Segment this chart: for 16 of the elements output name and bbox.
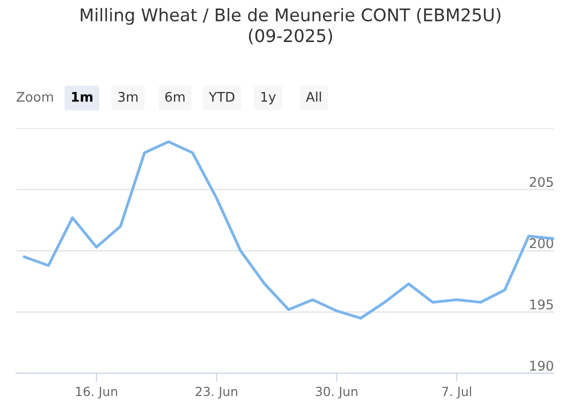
text: All	[306, 92, 321, 102]
y-tick-label: 205	[530, 177, 553, 187]
text: 1m	[72, 92, 92, 102]
chart-title: Milling Wheat / Ble de Meunerie CONT (EBM25U) (09-2025)	[80, 8, 500, 44]
text: 3m	[118, 92, 138, 102]
y-tick-label: 190	[530, 360, 554, 371]
x-tick-label: 16. Jun	[76, 386, 118, 398]
text: 1y	[261, 92, 276, 104]
x-tick-label: 7. Jul	[442, 386, 472, 398]
x-tick-label: 30. Jun	[316, 386, 358, 398]
x-tick-label: 23. Jun	[196, 386, 238, 398]
text: Zoom	[16, 92, 53, 102]
y-tick-label: 200	[530, 238, 554, 248]
text: YTD	[208, 92, 234, 102]
text: 6m	[165, 92, 185, 102]
y-tick-label: 195	[530, 300, 553, 310]
